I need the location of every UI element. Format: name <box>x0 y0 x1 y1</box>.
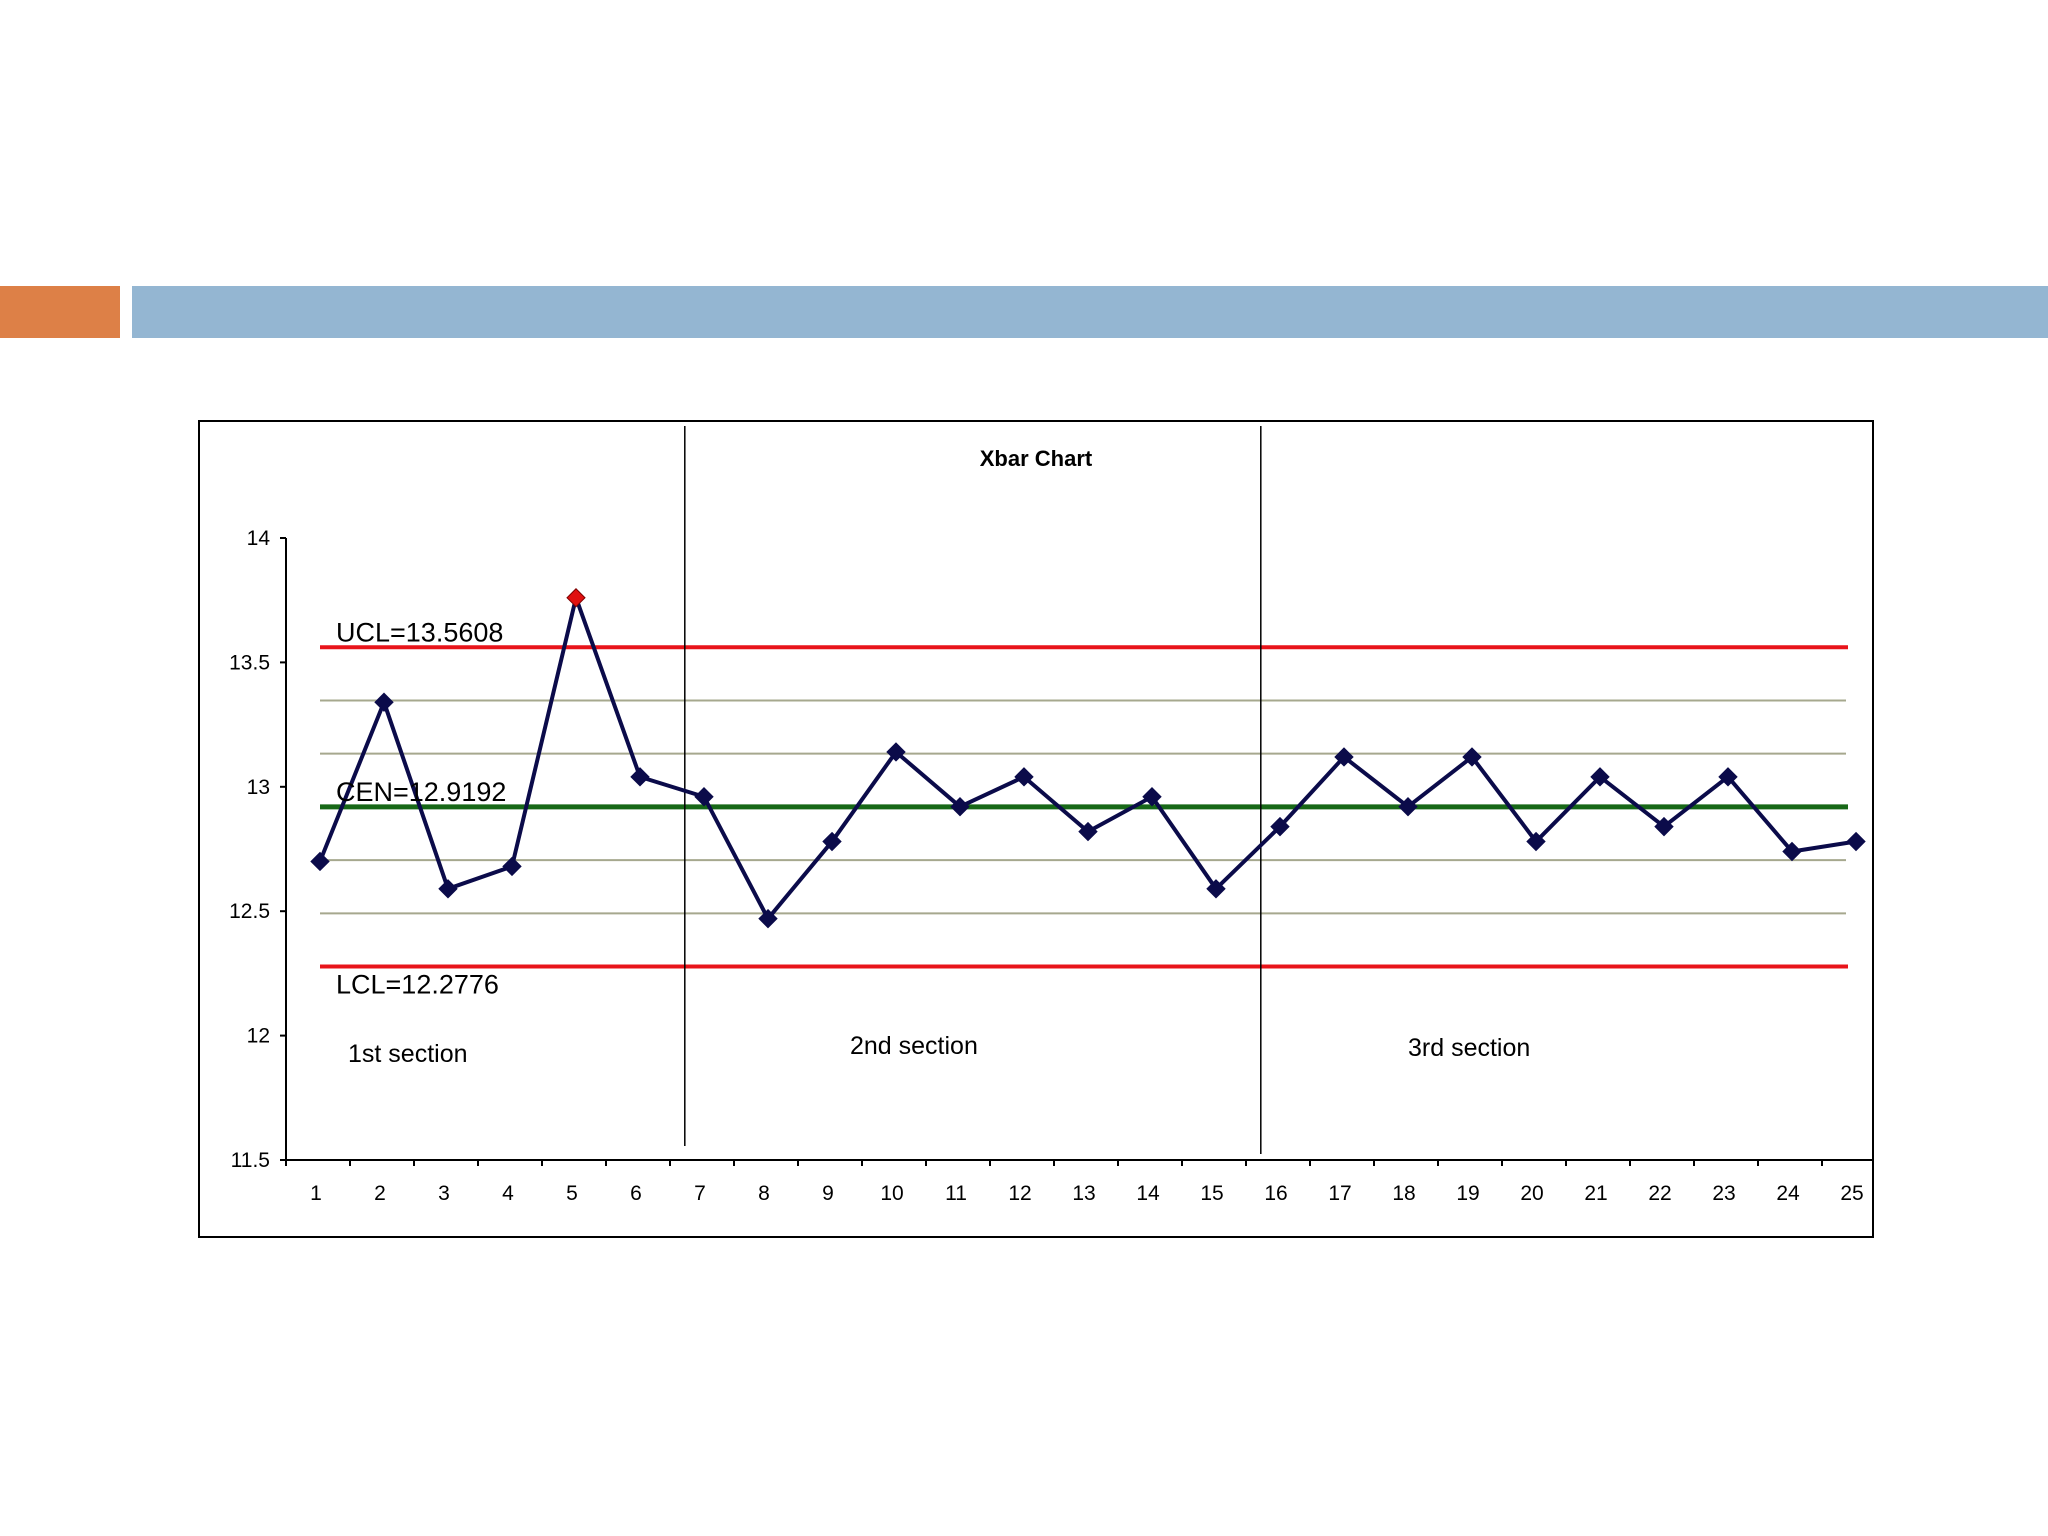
cen-label: CEN=12.9192 <box>336 777 506 807</box>
x-tick-label: 19 <box>1456 1182 1479 1205</box>
x-tick-label: 3 <box>438 1182 450 1205</box>
lcl-label: LCL=12.2776 <box>336 970 499 1000</box>
data-point <box>950 796 970 817</box>
data-point <box>1590 767 1610 787</box>
x-tick-label: 13 <box>1072 1182 1095 1205</box>
x-tick-label: 17 <box>1328 1182 1351 1205</box>
x-tick-label: 12 <box>1008 1182 1031 1205</box>
y-tick-label: 12.5 <box>229 900 270 923</box>
data-point <box>886 742 906 762</box>
section-dividers <box>684 426 1262 1154</box>
x-tick-label: 9 <box>822 1182 834 1205</box>
data-point <box>822 831 842 852</box>
data-point <box>438 879 458 899</box>
y-tick-label: 12 <box>247 1025 270 1048</box>
x-tick-label: 21 <box>1584 1182 1607 1205</box>
ucl-label: UCL=13.5608 <box>336 617 503 647</box>
x-tick-label: 23 <box>1712 1182 1735 1205</box>
data-point <box>694 787 714 807</box>
chart-title: Xbar Chart <box>980 446 1093 471</box>
x-tick-label: 1 <box>310 1182 322 1205</box>
y-tick-label: 14 <box>247 527 271 550</box>
xbar-chart-frame: 14 13.5 13 12.5 12 11.5 1 2 3 4 5 6 7 8 9 10 11 12 13 14 15 1… <box>198 420 1874 1238</box>
x-tick-label: 7 <box>694 1182 706 1205</box>
x-tick-label: 10 <box>880 1182 903 1205</box>
x-tick-label: 4 <box>502 1182 514 1205</box>
data-point <box>630 767 650 787</box>
y-tick-label: 13.5 <box>229 651 270 674</box>
x-tick-label: 6 <box>630 1182 642 1205</box>
data-point <box>1654 816 1674 837</box>
data-point <box>1014 767 1034 787</box>
slide-accent-blue-bar <box>132 286 2048 338</box>
data-point <box>1782 841 1802 862</box>
section-label: 3rd section <box>1408 1034 1530 1062</box>
data-point <box>1078 821 1098 842</box>
slide-accent-orange-bar <box>0 286 120 338</box>
x-tick-label: 8 <box>758 1182 770 1205</box>
x-tick-label: 5 <box>566 1182 578 1205</box>
data-point <box>1718 767 1738 787</box>
x-tick-label: 18 <box>1392 1182 1415 1205</box>
y-tick-label: 11.5 <box>231 1149 270 1172</box>
data-point <box>1526 831 1546 852</box>
data-point <box>1142 787 1162 807</box>
chart-labels: Xbar Chart UCL=13.5608 CEN=12.9192 LCL=12.2… <box>336 446 1530 1068</box>
sigma-lines <box>320 699 1846 915</box>
section-label: 2nd section <box>850 1032 978 1060</box>
x-tick-label: 11 <box>945 1182 967 1205</box>
data-point <box>758 908 778 929</box>
x-tick-label: 22 <box>1648 1182 1671 1205</box>
y-tick-label: 13 <box>247 776 270 799</box>
data-point <box>1206 879 1226 899</box>
data-point <box>502 856 522 877</box>
data-point <box>1846 831 1866 852</box>
x-tick-label: 16 <box>1264 1182 1287 1205</box>
data-point <box>1270 816 1290 837</box>
data-point <box>310 851 330 872</box>
data-point <box>1462 747 1482 767</box>
x-tick-label: 20 <box>1520 1182 1543 1205</box>
x-tick-label: 15 <box>1200 1182 1223 1205</box>
x-tick-label: 14 <box>1136 1182 1160 1205</box>
x-tick-label: 2 <box>374 1182 386 1205</box>
section-label: 1st section <box>348 1040 468 1068</box>
data-point <box>1334 747 1354 767</box>
data-series <box>310 588 1866 929</box>
data-point-out-of-control <box>566 588 586 608</box>
data-point <box>1398 796 1418 817</box>
control-limit-lines <box>320 645 1848 969</box>
x-tick-label: 24 <box>1776 1182 1800 1205</box>
data-point <box>374 692 394 712</box>
x-tick-label: 25 <box>1840 1182 1863 1205</box>
